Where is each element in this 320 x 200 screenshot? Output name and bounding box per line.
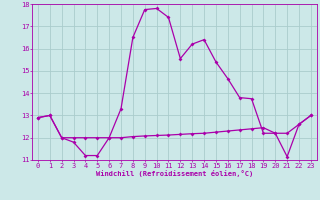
X-axis label: Windchill (Refroidissement éolien,°C): Windchill (Refroidissement éolien,°C) [96,170,253,177]
